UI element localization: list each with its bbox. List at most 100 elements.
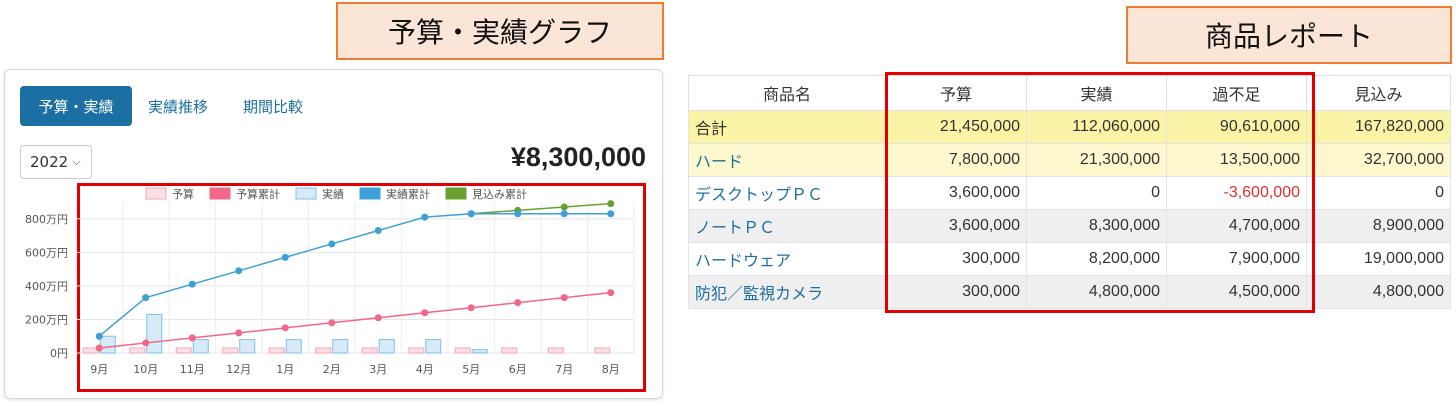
legend-label: 見込み累計 [472,187,527,201]
legend-swatch [445,187,467,200]
forecast-cumulative-point [607,200,615,208]
product-name-cell[interactable]: 合計 [688,110,886,144]
forecast-cell: 4,800,000 [1306,275,1451,309]
tab-budget-actual[interactable]: 予算・実績 [20,86,132,126]
diff-cell: -3,600,000 [1166,176,1307,210]
forecast-cell: 167,820,000 [1306,110,1451,144]
y-tick-label: 0円 [50,347,68,360]
bar-actual [471,349,488,354]
table-row[interactable]: ハードウェア 300,000 8,200,000 7,900,000 19,000,00… [688,242,1451,276]
legend-label: 予算 [172,187,194,201]
budget-cumulative-point [328,319,336,327]
bar-budget [501,347,518,354]
x-tick-label: 8月 [602,363,620,376]
col-header-forecast[interactable]: 見込み [1306,75,1451,111]
bar-budget [454,347,471,354]
budget-cumulative-point [374,314,382,322]
budget-cell: 21,450,000 [885,110,1027,144]
budget-actual-chart: 0円 200万円 400万円 600万円 800万円 9月 10月 11月 12月 1月 2月 3月 4… [25,187,635,376]
bar-budget [315,347,332,354]
bar-actual [239,339,256,354]
x-tick-label: 7月 [555,363,573,376]
bar-budget [268,347,285,354]
total-amount: ¥8,300,000 [510,142,646,172]
callout-label: 予算・実績グラフ [387,16,612,49]
actual-cell: 21,300,000 [1026,143,1167,177]
table-row[interactable]: 防犯／監視カメラ 300,000 4,800,000 4,500,000 4,800,0… [688,275,1451,309]
actual-cell: 8,300,000 [1026,209,1167,243]
section-callout-chart: 予算・実績グラフ [336,2,664,60]
forecast-cumulative-point [560,203,568,211]
actual-cumulative-point [188,280,196,288]
bar-actual [192,339,209,354]
product-report-table: 商品名 予算 実績 過不足 見込み 合計 21,450,000 112,060,00… [688,75,1451,309]
budget-cumulative-point [281,324,289,332]
actual-cumulative-point [328,240,336,248]
budget-cell: 3,600,000 [885,209,1027,243]
budget-cumulative-point [421,309,429,317]
bar-budget [547,347,564,354]
forecast-cell: 19,000,000 [1306,242,1451,276]
table-row[interactable]: 合計 21,450,000 112,060,000 90,610,000 167,820… [688,110,1451,144]
bar-actual [425,339,442,354]
chevron-down-icon: ⌵ [72,155,81,168]
table-row[interactable]: ノートＰＣ 3,600,000 8,300,000 4,700,000 8,900,00… [688,209,1451,243]
y-tick-label: 400万円 [25,280,68,293]
budget-cumulative-point [235,329,243,337]
y-tick-label: 600万円 [25,246,68,259]
forecast-cell: 32,700,000 [1306,143,1451,177]
bar-budget [222,347,239,354]
bar-budget [175,347,192,354]
legend-label: 実績 [322,187,344,201]
product-name-cell[interactable]: ハードウェア [688,242,886,276]
budget-cumulative-point [514,299,522,307]
budget-cumulative-point [142,339,150,347]
section-callout-report: 商品レポート [1126,6,1452,64]
actual-cumulative-point [467,210,475,218]
tab-actual-trend[interactable]: 実績推移 [148,97,209,116]
col-header-name[interactable]: 商品名 [688,75,886,111]
col-header-budget[interactable]: 予算 [885,75,1027,111]
x-tick-label: 11月 [180,363,205,376]
legend-swatch [359,187,381,200]
x-tick-label: 4月 [416,363,434,376]
legend-swatch [295,187,317,200]
table-row[interactable]: デスクトップＰＣ 3,600,000 0 -3,600,000 0 [688,176,1451,210]
bar-budget [408,347,425,354]
year-value: 2022 [30,153,69,171]
product-name-cell[interactable]: デスクトップＰＣ [688,176,886,210]
forecast-cumulative-line [471,202,611,215]
actual-cell: 4,800,000 [1026,275,1167,309]
table-row[interactable]: ハード 7,800,000 21,300,000 13,500,000 32,700,0… [688,143,1451,177]
year-select[interactable]: 2022 ⌵ [20,145,92,179]
actual-cumulative-point [281,253,289,261]
col-header-actual[interactable]: 実績 [1026,75,1167,111]
legend-swatch [209,187,231,200]
x-tick-label: 1月 [276,363,294,376]
y-tick-label: 800万円 [25,213,68,226]
budget-cumulative-point [607,289,615,297]
diff-cell: 4,500,000 [1166,275,1307,309]
x-tick-label: 9月 [90,363,108,376]
bar-actual [99,335,116,354]
budget-cumulative-point [467,304,475,312]
actual-cumulative-point [142,294,150,302]
budget-cell: 300,000 [885,275,1027,309]
budget-cumulative-point [560,294,568,302]
col-header-diff[interactable]: 過不足 [1166,75,1307,111]
bar-budget [594,347,611,354]
tab-period-compare[interactable]: 期間比較 [243,97,304,116]
actual-cumulative-point [235,267,243,275]
actual-cumulative-point [560,210,568,218]
x-tick-label: 6月 [509,363,527,376]
product-name-cell[interactable]: ノートＰＣ [688,209,886,243]
forecast-cell: 8,900,000 [1306,209,1451,243]
product-name-cell[interactable]: 防犯／監視カメラ [688,275,886,309]
actual-cumulative-point [514,210,522,218]
actual-cell: 112,060,000 [1026,110,1167,144]
bar-budget [361,347,378,354]
budget-cumulative-line [99,291,611,349]
product-name-cell[interactable]: ハード [688,143,886,177]
diff-cell: 4,700,000 [1166,209,1307,243]
chart-highlight-frame [77,183,646,392]
